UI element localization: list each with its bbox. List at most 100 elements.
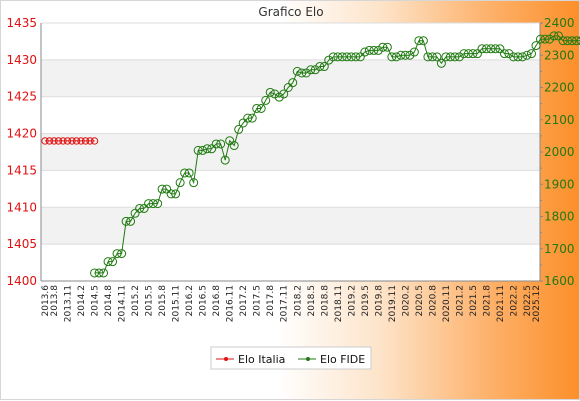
data-point	[153, 199, 163, 209]
x-tick-label: 2016.11	[226, 285, 236, 322]
y-right-tick-label: 1700	[544, 242, 575, 256]
grid-band	[41, 133, 540, 171]
data-point	[463, 49, 473, 59]
data-point	[324, 55, 334, 65]
y-right-tick-label: 2200	[544, 81, 575, 95]
data-point	[576, 36, 580, 46]
x-tick-label: 2020.2	[401, 285, 411, 317]
data-point	[572, 36, 580, 46]
data-point	[274, 92, 284, 102]
data-point	[265, 87, 275, 97]
x-tick-label: 2018.5	[307, 285, 317, 317]
data-point	[72, 137, 81, 145]
x-tick-label: 2013.8	[50, 285, 60, 317]
x-tick-label: 2021.2	[455, 285, 465, 317]
data-point	[450, 52, 460, 62]
data-point	[211, 139, 221, 149]
x-tick-label: 2022.5	[523, 285, 533, 317]
data-point	[144, 199, 154, 209]
x-tick-label: 2014.5	[91, 285, 101, 317]
y-axis-labels: 1400 1405 1410 1415 1420 1425 1430 1435 1600 1700…	[6, 16, 574, 288]
data-point	[243, 113, 253, 123]
x-tick-label: 2013.6	[41, 285, 51, 317]
data-point	[90, 137, 99, 145]
legend-label: Elo Italia	[238, 353, 285, 366]
data-point	[558, 36, 568, 46]
x-tick-label: 2018.8	[320, 285, 330, 317]
data-point	[126, 216, 136, 226]
data-point	[342, 52, 352, 62]
x-tick-label: 2014.11	[118, 285, 128, 322]
x-tick-label: 2021.5	[469, 285, 479, 317]
data-point	[427, 52, 437, 62]
data-point	[508, 52, 518, 62]
x-tick-label: 2013.11	[64, 285, 74, 322]
data-point	[346, 52, 356, 62]
data-point	[288, 78, 298, 88]
data-point	[247, 113, 257, 123]
data-point	[481, 44, 491, 54]
data-point	[378, 42, 388, 52]
data-point	[432, 52, 442, 62]
data-point	[297, 68, 307, 78]
y-left-tick-label: 1435	[6, 16, 37, 30]
x-tick-label: 2019.5	[361, 285, 371, 317]
y-right-tick-label: 2300	[544, 48, 575, 62]
x-tick-label: 2022.2	[509, 285, 519, 317]
data-point	[400, 50, 410, 60]
data-point	[54, 137, 63, 145]
legend-label: Elo FIDE	[320, 353, 365, 366]
data-point	[310, 65, 320, 75]
data-point	[117, 249, 127, 259]
data-point	[472, 49, 482, 59]
data-point	[238, 118, 248, 128]
data-point	[77, 137, 85, 145]
data-point	[157, 184, 167, 194]
data-point	[495, 44, 505, 54]
data-point	[405, 50, 415, 60]
data-point	[216, 139, 226, 149]
data-point	[369, 45, 379, 55]
series-layer	[41, 31, 580, 278]
data-point	[513, 52, 523, 62]
data-point	[41, 137, 49, 145]
data-point	[148, 199, 158, 209]
data-point	[526, 49, 536, 59]
x-tick-label: 2017.8	[266, 285, 276, 317]
data-point	[391, 52, 401, 62]
x-tick-label: 2016.2	[185, 285, 195, 317]
data-point	[234, 124, 244, 134]
data-point	[220, 155, 230, 165]
data-point	[549, 31, 559, 41]
data-point	[193, 145, 203, 155]
data-point	[536, 34, 546, 44]
data-point	[112, 249, 122, 259]
data-point	[373, 45, 383, 55]
data-point	[567, 36, 577, 46]
data-point	[283, 83, 293, 92]
data-point	[121, 216, 131, 226]
data-point	[130, 208, 140, 218]
data-point	[50, 137, 58, 145]
data-point	[171, 189, 181, 199]
data-point	[351, 52, 361, 62]
y-left-tick-label: 1430	[6, 53, 37, 67]
data-point	[252, 103, 262, 113]
data-point	[477, 44, 487, 54]
data-point	[45, 137, 54, 145]
x-tick-label: 2021.8	[482, 285, 492, 317]
data-point	[445, 52, 455, 62]
data-point	[229, 141, 239, 151]
data-point	[409, 47, 419, 57]
data-point	[315, 62, 325, 72]
data-point	[486, 44, 496, 54]
x-tick-label: 2016.8	[212, 285, 222, 317]
data-point	[490, 44, 500, 54]
data-point	[180, 168, 190, 178]
chart-title: Grafico Elo	[258, 5, 323, 19]
data-point	[382, 42, 392, 52]
data-point	[166, 189, 176, 199]
data-point	[63, 137, 72, 145]
x-tick-label: 2020.5	[415, 285, 425, 317]
